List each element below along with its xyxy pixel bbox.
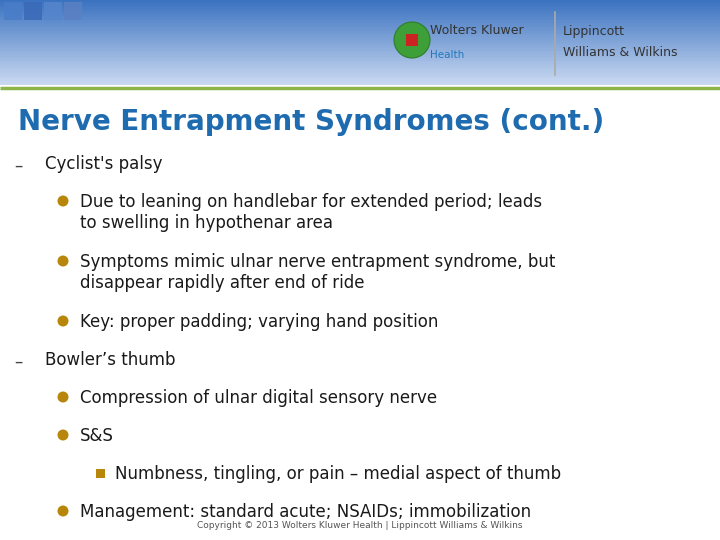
Bar: [0, 62, 720, 64]
Bar: [0, 65, 720, 67]
Text: Lippincott: Lippincott: [563, 25, 625, 38]
Bar: [0, 61, 720, 63]
Bar: [0, 0, 720, 2]
Bar: [0, 27, 720, 29]
Bar: [0, 36, 720, 37]
Bar: [0, 47, 720, 49]
Circle shape: [58, 255, 68, 267]
Bar: [0, 32, 720, 35]
Bar: [0, 9, 720, 10]
Bar: [0, 84, 720, 85]
Bar: [0, 38, 720, 40]
Bar: [0, 55, 720, 57]
Bar: [44, 2, 62, 20]
Bar: [0, 4, 720, 6]
Bar: [0, 41, 720, 43]
Text: Copyright © 2013 Wolters Kluwer Health | Lippincott Williams & Wilkins: Copyright © 2013 Wolters Kluwer Health |…: [197, 521, 523, 530]
Text: –: –: [14, 157, 22, 175]
Text: Cyclist's palsy: Cyclist's palsy: [45, 155, 163, 173]
Bar: [0, 66, 720, 69]
Bar: [0, 50, 720, 51]
Bar: [64, 2, 82, 20]
Circle shape: [58, 315, 68, 327]
Text: –: –: [14, 353, 22, 371]
Bar: [0, 82, 720, 84]
Bar: [0, 44, 720, 46]
Bar: [0, 28, 720, 30]
Bar: [0, 21, 720, 23]
Bar: [0, 57, 720, 58]
Text: Key: proper padding; varying hand position: Key: proper padding; varying hand positi…: [80, 313, 438, 331]
Bar: [0, 37, 720, 39]
Bar: [0, 72, 720, 74]
Bar: [0, 51, 720, 53]
Text: Management: standard acute; NSAIDs; immobilization: Management: standard acute; NSAIDs; immo…: [80, 503, 531, 521]
Bar: [0, 23, 720, 25]
Text: Health: Health: [430, 50, 464, 60]
Text: Compression of ulnar digital sensory nerve: Compression of ulnar digital sensory ner…: [80, 389, 437, 407]
Bar: [4, 2, 22, 20]
Bar: [96, 469, 104, 478]
Circle shape: [58, 429, 68, 441]
Bar: [0, 24, 720, 26]
Text: Wolters Kluwer: Wolters Kluwer: [430, 24, 523, 37]
Bar: [24, 2, 42, 20]
Bar: [0, 54, 720, 56]
Circle shape: [58, 505, 68, 516]
Bar: [0, 16, 720, 17]
Bar: [0, 7, 720, 9]
Text: Numbness, tingling, or pain – medial aspect of thumb: Numbness, tingling, or pain – medial asp…: [115, 465, 561, 483]
Bar: [0, 3, 720, 5]
Bar: [0, 39, 720, 42]
Circle shape: [58, 195, 68, 206]
Bar: [0, 5, 720, 8]
Text: Nerve Entrapment Syndromes (cont.): Nerve Entrapment Syndromes (cont.): [18, 108, 604, 136]
Bar: [0, 10, 720, 12]
Circle shape: [394, 22, 430, 58]
Bar: [0, 78, 720, 80]
Text: Due to leaning on handlebar for extended period; leads
to swelling in hypothenar: Due to leaning on handlebar for extended…: [80, 193, 542, 232]
Bar: [406, 34, 418, 46]
Bar: [0, 71, 720, 73]
Bar: [0, 43, 720, 44]
Bar: [0, 52, 720, 55]
Bar: [0, 2, 720, 3]
Bar: [0, 75, 720, 77]
Bar: [0, 25, 720, 28]
Bar: [0, 59, 720, 62]
Bar: [0, 13, 720, 15]
Bar: [0, 77, 720, 78]
Bar: [0, 14, 720, 16]
Bar: [0, 64, 720, 66]
Bar: [0, 48, 720, 50]
Bar: [0, 70, 720, 71]
Text: S&S: S&S: [80, 427, 114, 445]
Bar: [0, 11, 720, 14]
Bar: [0, 68, 720, 70]
Text: Symptoms mimic ulnar nerve entrapment syndrome, but
disappear rapidly after end : Symptoms mimic ulnar nerve entrapment sy…: [80, 253, 555, 292]
Text: Williams & Wilkins: Williams & Wilkins: [563, 45, 678, 58]
Bar: [0, 34, 720, 36]
Bar: [0, 31, 720, 33]
Bar: [0, 58, 720, 60]
Bar: [0, 20, 720, 22]
Bar: [0, 81, 720, 83]
Bar: [0, 18, 720, 21]
Circle shape: [58, 392, 68, 402]
Bar: [0, 17, 720, 19]
Bar: [0, 45, 720, 47]
Bar: [0, 30, 720, 32]
Bar: [0, 73, 720, 76]
Text: Bowler’s thumb: Bowler’s thumb: [45, 351, 176, 369]
Bar: [0, 79, 720, 81]
